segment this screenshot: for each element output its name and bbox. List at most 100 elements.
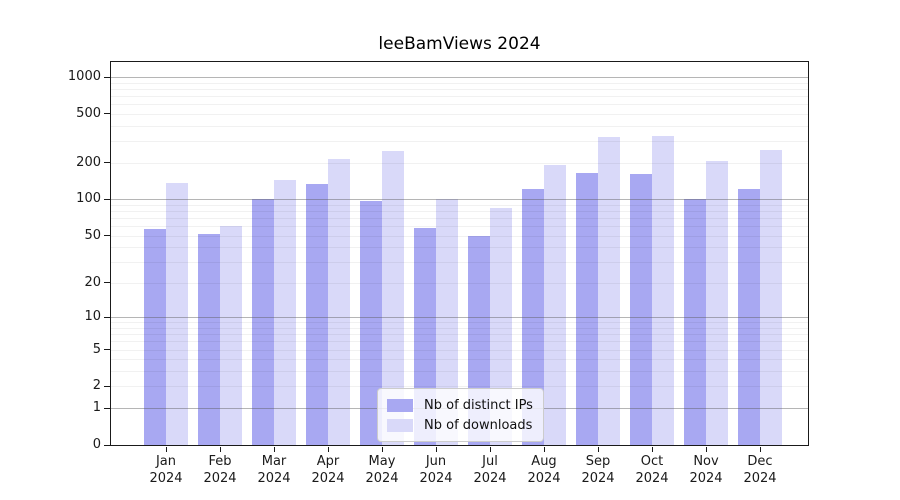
x-tick-label-year: 2024 [635, 471, 669, 486]
y-tick-mark [104, 316, 110, 318]
minor-gridline [111, 125, 808, 127]
y-tick-mark [104, 76, 110, 78]
bar-downloads-feb [220, 226, 242, 445]
minor-gridline [111, 371, 808, 373]
y-tick-label: 10 [84, 309, 101, 325]
minor-gridline [111, 210, 808, 212]
minor-gridline [111, 262, 808, 264]
x-tick-label-year: 2024 [257, 471, 291, 486]
x-tick-mark [327, 447, 329, 452]
x-tick-mark [759, 447, 761, 452]
x-tick-label-month: Mar [261, 454, 287, 469]
y-tick-label: 200 [76, 154, 101, 170]
y-tick-mark [104, 444, 110, 446]
x-tick-label-year: 2024 [203, 471, 237, 486]
y-tick-mark [104, 162, 110, 163]
minor-gridline [111, 141, 808, 142]
x-tick-mark [165, 447, 167, 452]
y-tick-label: 50 [84, 227, 101, 243]
x-tick-label-year: 2024 [419, 471, 453, 486]
minor-gridline [111, 226, 808, 228]
bar-ips-jan [144, 228, 166, 445]
legend-label-distinct-ips: Nb of distinct IPs [424, 397, 533, 413]
x-tick-mark [273, 447, 275, 452]
y-tick-mark [104, 113, 110, 115]
legend-item-distinct-ips: Nb of distinct IPs [387, 395, 533, 415]
minor-gridline [111, 162, 808, 164]
y-tick-label: 0 [92, 437, 101, 452]
minor-gridline [111, 104, 808, 106]
major-gridline [111, 317, 808, 319]
x-tick-mark [435, 447, 437, 452]
minor-gridline [111, 235, 808, 237]
bar-downloads-nov [706, 160, 728, 445]
bar-downloads-sep [598, 136, 620, 445]
legend-label-downloads: Nb of downloads [424, 417, 533, 433]
x-tick-mark [381, 447, 383, 452]
bar-downloads-aug [544, 164, 566, 445]
bar-ips-mar [252, 199, 274, 445]
bar-downloads-apr [328, 158, 350, 445]
chart-title: leeBamViews 2024 [378, 34, 541, 54]
minor-gridline [111, 247, 808, 249]
x-tick-label-month: Oct [640, 454, 664, 469]
y-tick-label: 20 [84, 274, 101, 290]
y-tick-mark [104, 235, 110, 237]
grid-layer [111, 62, 808, 445]
bar-downloads-jan [166, 183, 188, 445]
y-tick-label: 100 [76, 191, 101, 207]
x-tick-mark [597, 447, 599, 452]
x-tick-mark [543, 447, 545, 452]
x-tick-label-month: Nov [693, 454, 719, 469]
bar-ips-sep [576, 172, 598, 445]
bar-downloads-jun [436, 199, 458, 445]
x-tick-label-year: 2024 [473, 471, 507, 486]
bar-downloads-may [382, 150, 404, 445]
y-tick-mark [104, 282, 110, 284]
bar-ips-dec [738, 189, 760, 445]
minor-gridline [111, 386, 808, 388]
x-tick-mark [489, 447, 491, 452]
bar-downloads-dec [760, 150, 782, 445]
plot-area: 0 1 2 5 10 20 50 100 200 500 1000 Jan 2024 Feb 2024 Mar… [68, 61, 809, 486]
minor-gridline [111, 113, 808, 115]
bar-ips-nov [684, 199, 706, 445]
x-tick-label-year: 2024 [311, 471, 345, 486]
major-gridline [111, 77, 808, 78]
y-tick-label: 2 [92, 378, 101, 394]
x-tick-mark [651, 447, 653, 452]
minor-gridline [111, 322, 808, 324]
x-tick-label-year: 2024 [527, 471, 561, 486]
major-gridline [111, 199, 808, 201]
x-tick-label-year: 2024 [581, 471, 615, 486]
x-tick-label-year: 2024 [743, 471, 777, 486]
bar-downloads-jul [490, 208, 512, 445]
bar-ips-oct [630, 173, 652, 445]
x-tick-label-month: Aug [531, 454, 557, 469]
minor-gridline [111, 204, 808, 206]
minor-gridline [111, 327, 808, 329]
x-tick-label-month: Feb [208, 454, 232, 469]
legend-swatch-downloads-icon [387, 418, 413, 432]
bar-ips-apr [306, 184, 328, 445]
bar-ips-may [360, 200, 382, 445]
x-tick-label-month: Jan [155, 454, 177, 469]
y-tick-label: 1000 [67, 69, 101, 84]
x-tick-label-year: 2024 [689, 471, 723, 486]
minor-gridline [111, 334, 808, 336]
y-tick-label: 500 [76, 105, 101, 121]
minor-gridline [111, 349, 808, 351]
minor-gridline [111, 82, 808, 84]
legend: Nb of distinct IPs Nb of downloads [377, 388, 544, 442]
minor-gridline [111, 88, 808, 90]
y-tick-mark [104, 349, 110, 351]
x-tick-label-month: Apr [316, 454, 340, 469]
bar-ips-aug [522, 188, 544, 445]
legend-item-downloads: Nb of downloads [387, 415, 533, 435]
bar-downloads-oct [652, 135, 674, 445]
x-tick-mark [705, 447, 707, 452]
minor-gridline [111, 217, 808, 219]
y-tick-mark [104, 407, 110, 409]
x-tick-label-year: 2024 [365, 471, 399, 486]
